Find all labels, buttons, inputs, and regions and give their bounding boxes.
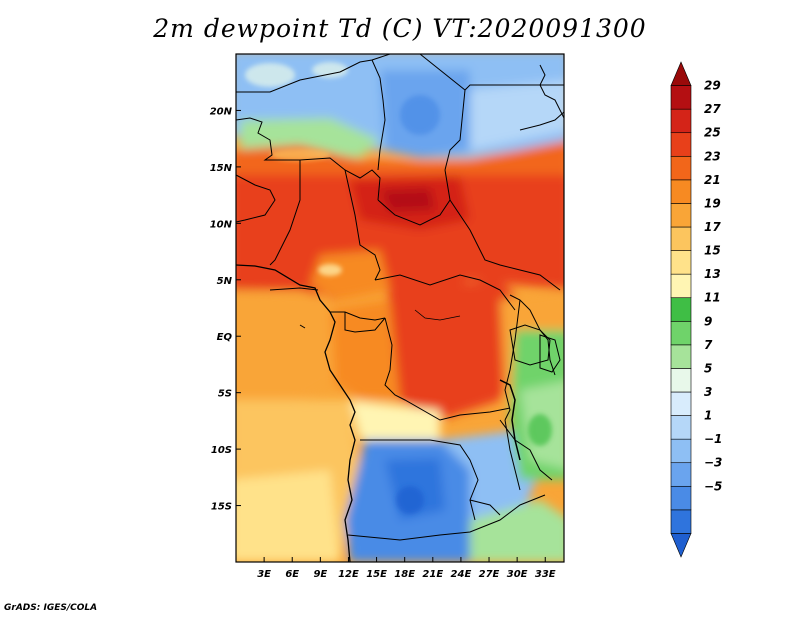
lon-tick-label: 27E	[479, 569, 500, 580]
map-frame	[235, 53, 565, 563]
colorbar-label: 15	[704, 244, 721, 258]
lon-tick-label: 33E	[535, 569, 556, 580]
colorbar-label: 29	[704, 79, 721, 93]
lon-tick-label: 12E	[338, 569, 359, 580]
lon-tick-label: 9E	[313, 569, 327, 580]
lat-tick-label: 5S	[218, 389, 232, 400]
colorbar-box	[670, 155, 692, 181]
lat-tick-label: EQ	[217, 332, 233, 343]
dewpoint-field	[236, 54, 564, 562]
lon-tick-label: 3E	[257, 569, 271, 580]
colorbar-box	[670, 509, 692, 534]
colorbar-box	[670, 344, 692, 369]
colorbar-label: 23	[704, 149, 721, 163]
colorbar-label: 21	[704, 173, 721, 187]
colorbar-label: 17	[704, 220, 721, 234]
lat-tick-label: 20N	[210, 106, 233, 117]
colorbar-box	[670, 108, 692, 134]
colorbar-label: 1	[704, 409, 712, 423]
lon-tick-label: 6E	[285, 569, 299, 580]
lon-tick-label: 24E	[451, 569, 472, 580]
colorbar-label: 9	[704, 314, 712, 328]
colorbar-box	[670, 203, 692, 228]
colorbar-box	[670, 226, 692, 251]
lon-tick-label: 30E	[507, 569, 528, 580]
latitude-axis: 20N 15N 10N 5N EQ 5S 10S 15S	[210, 106, 241, 513]
colorbar-box	[670, 85, 692, 110]
colorbar-label: −5	[704, 479, 722, 493]
lat-tick-label: 10N	[210, 219, 233, 230]
colorbar-label: 11	[704, 291, 721, 305]
lon-tick-label: 18E	[394, 569, 415, 580]
colorbar-label: 3	[704, 385, 712, 399]
colorbar-box	[670, 297, 692, 322]
lat-tick-label: 5N	[217, 276, 233, 287]
colorbar-box	[670, 320, 692, 346]
colorbar: 29 27 25 23 21 19 17 15 13 11 9 7 5 3 1 −1 −3 −5	[670, 61, 722, 558]
lat-tick-label: 15S	[211, 502, 232, 513]
lon-tick-label: 15E	[366, 569, 387, 580]
map-title: 2m dewpoint Td (C) VT:2020091300	[153, 14, 647, 43]
colorbar-label: 5	[704, 361, 712, 375]
longitude-axis: 3E 6E 9E 12E 15E 18E 21E 24E 27E 30E 33E	[257, 557, 556, 580]
colorbar-box	[670, 132, 692, 157]
grads-credit: GrADS: IGES/COLA	[4, 603, 98, 613]
colorbar-box	[670, 273, 692, 299]
colorbar-box	[670, 250, 692, 275]
colorbar-label: 19	[704, 196, 721, 210]
colorbar-box	[670, 368, 692, 393]
colorbar-label: −3	[704, 456, 722, 470]
colorbar-box	[670, 391, 692, 416]
colorbar-label: 27	[704, 102, 721, 116]
colorbar-box	[670, 485, 692, 511]
colorbar-lower-triangle	[670, 533, 692, 558]
lat-tick-label: 10S	[211, 445, 232, 456]
colorbar-box	[670, 438, 692, 464]
colorbar-label: 25	[704, 126, 721, 140]
colorbar-upper-triangle	[670, 61, 692, 86]
colorbar-box	[670, 179, 692, 204]
political-boundaries	[236, 54, 564, 562]
lat-tick-label: 15N	[210, 163, 233, 174]
lon-tick-label: 21E	[422, 569, 443, 580]
colorbar-label: 7	[704, 338, 713, 352]
colorbar-box	[670, 462, 692, 487]
colorbar-box	[670, 415, 692, 440]
colorbar-label: 13	[704, 267, 721, 281]
colorbar-label: −1	[704, 432, 722, 446]
